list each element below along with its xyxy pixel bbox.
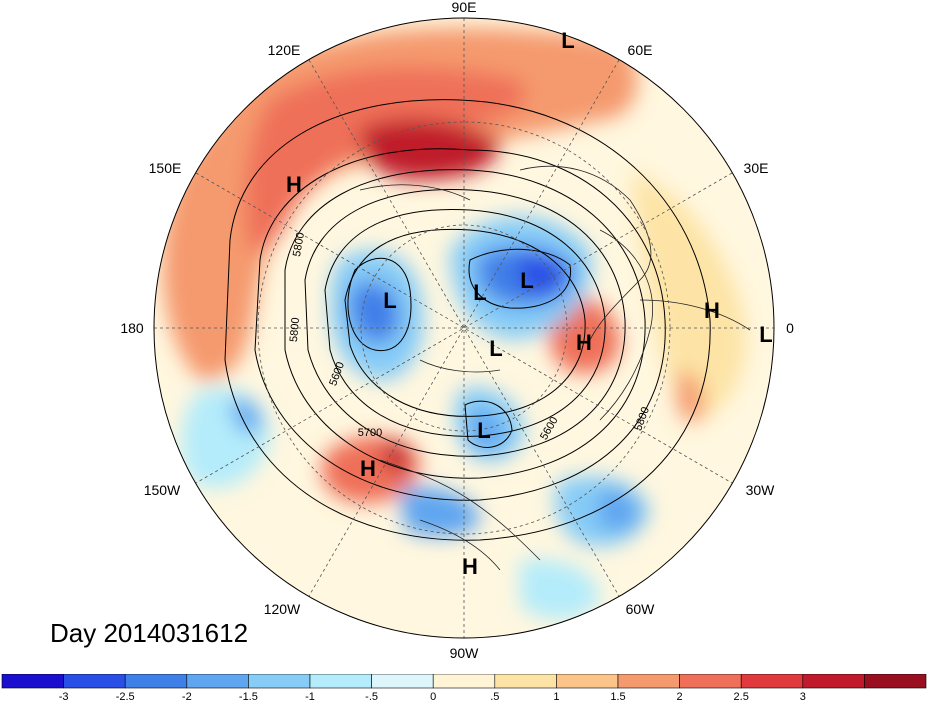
map-canvas: 90E 60E 30E 0 30W 60W 90W 120W 150W 180 150E 120E L… — [120, 0, 794, 660]
map-boundary — [153, 17, 775, 639]
colorbar-segment — [740, 673, 804, 689]
contour-label: 5800 — [288, 317, 302, 342]
lon-0-label: 0 — [786, 320, 794, 336]
lon-90e-label: 90E — [452, 0, 477, 15]
low-pressure-label: L — [383, 288, 396, 313]
colorbar-segment — [63, 673, 126, 689]
colorbar-tick-label: -1 — [305, 691, 315, 702]
low-pressure-label: L — [489, 336, 502, 361]
colorbar-tick-label: 1 — [553, 691, 559, 702]
colorbar-tick-label: -2.5 — [116, 691, 135, 702]
colorbar-segment — [309, 673, 372, 689]
colorbar-tick-label: -2 — [182, 691, 192, 702]
lon-120e-label: 120E — [268, 42, 301, 58]
lon-60e-label: 60E — [628, 42, 653, 58]
colorbar-tick-label: 3 — [800, 691, 806, 702]
colorbar-segment — [124, 673, 188, 689]
low-pressure-label: L — [473, 280, 486, 305]
lon-150e-label: 150E — [149, 160, 182, 176]
high-pressure-label: H — [462, 554, 478, 579]
colorbar-segment — [864, 673, 927, 689]
pressure-center-labels: L H L L L L H H L L H H — [286, 28, 773, 579]
colorbar-segment — [617, 673, 680, 689]
high-pressure-label: H — [576, 330, 592, 355]
contour-label: 5700 — [358, 427, 382, 439]
polar-map: 90E 60E 30E 0 30W 60W 90W 120W 150W 180 150E 120E L… — [120, 0, 794, 660]
lon-30w-label: 30W — [746, 482, 776, 498]
colorbar-segment — [248, 673, 311, 689]
colorbar-tick-label: -.5 — [365, 691, 378, 702]
colorbar-tick-label: 1.5 — [610, 691, 625, 702]
longitude-labels: 90E 60E 30E 0 30W 60W 90W 120W 150W 180 150E 120E — [120, 0, 794, 660]
colorbar: -3 -2.5 -2 -1.5 -1 -.5 0 .5 1 1.5 2 2.5 3 — [0, 673, 928, 703]
height-contours — [224, 99, 711, 541]
day-label: Day 2014031612 — [50, 618, 249, 648]
high-pressure-label: H — [704, 298, 720, 323]
colorbar-segment — [186, 673, 249, 689]
lon-90w-label: 90W — [450, 645, 480, 660]
colorbar-segment — [679, 673, 742, 689]
colorbar-tick-label: 0 — [430, 691, 436, 702]
colorbar-svg: -3 -2.5 -2 -1.5 -1 -.5 0 .5 1 1.5 2 2.5 3 — [1, 673, 927, 703]
coastlines — [359, 165, 751, 571]
lon-180-label: 180 — [120, 320, 144, 336]
low-pressure-label: L — [520, 268, 533, 293]
low-pressure-label: L — [759, 322, 772, 347]
colorbar-segment — [556, 673, 619, 689]
low-pressure-label: L — [477, 418, 490, 443]
colorbar-segment — [371, 673, 434, 689]
colorbar-segment — [1, 673, 64, 689]
colorbar-segment — [494, 673, 557, 689]
lon-120w-label: 120W — [264, 601, 301, 617]
colorbar-segment — [432, 673, 496, 689]
low-pressure-label: L — [561, 28, 574, 53]
lon-30e-label: 30E — [744, 160, 769, 176]
high-pressure-label: H — [286, 172, 302, 197]
lon-150w-label: 150W — [144, 482, 181, 498]
colorbar-tick-label: .5 — [490, 691, 499, 702]
contour-label: 5800 — [291, 231, 307, 257]
colorbar-tick-label: 2 — [677, 691, 683, 702]
colorbar-tick-label: 2.5 — [734, 691, 749, 702]
graticule — [154, 18, 774, 638]
colorbar-segment — [802, 673, 865, 689]
colorbar-tick-label: -3 — [59, 691, 69, 702]
colorbar-tick-label: -1.5 — [239, 691, 258, 702]
high-pressure-label: H — [360, 456, 376, 481]
lon-60w-label: 60W — [626, 601, 656, 617]
